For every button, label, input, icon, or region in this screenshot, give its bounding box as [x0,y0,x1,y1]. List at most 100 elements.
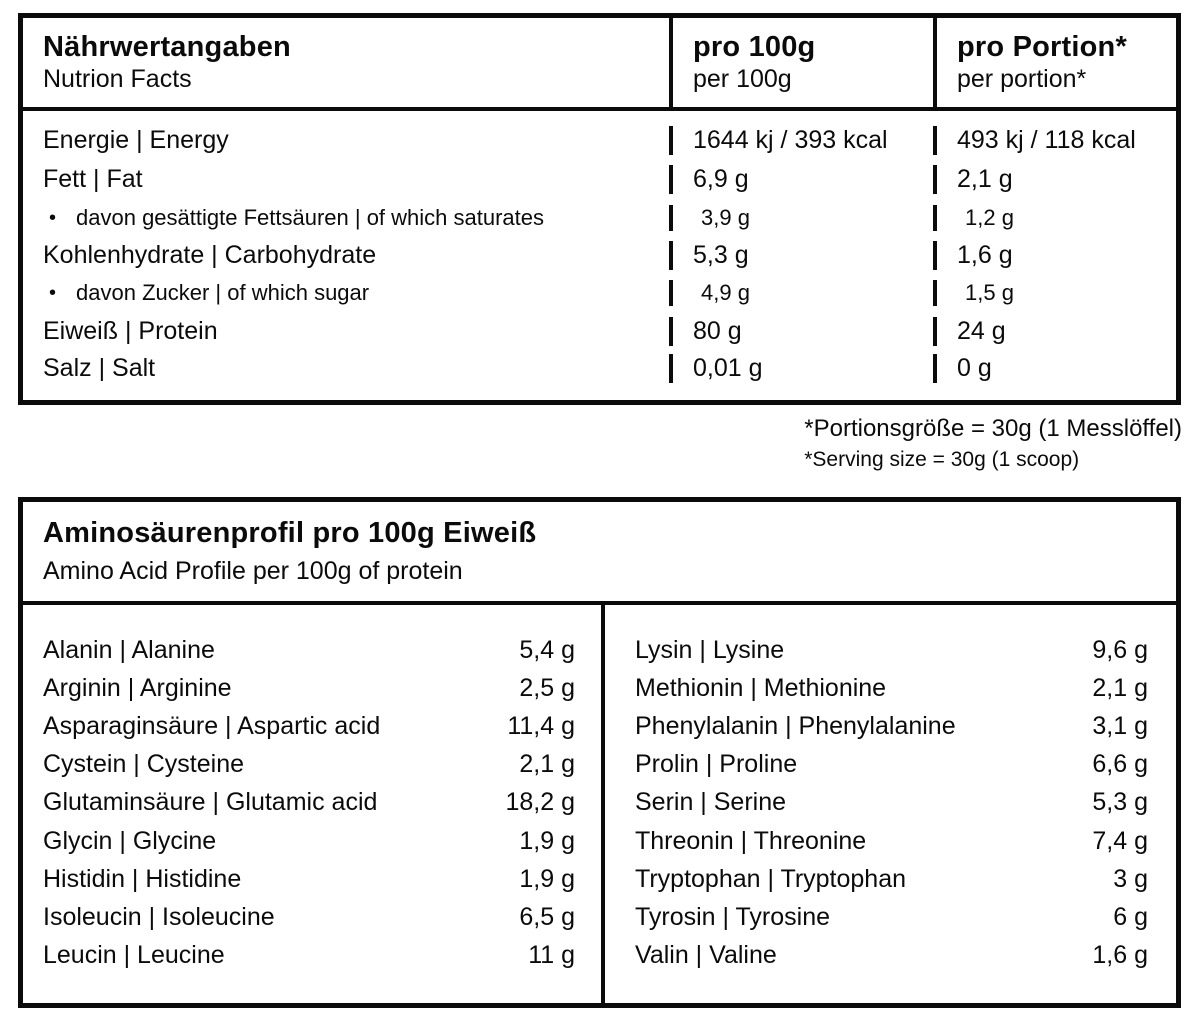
footnote-line-en: *Serving size = 30g (1 scoop) [804,448,1080,472]
nutrition-table-body: Energie | Energy 1644 kj / 393 kcal 493 … [23,111,1176,400]
amino-value: 18,2 g [505,788,575,817]
per-100g-value: 80 g [673,316,937,346]
bullet-icon: • [49,206,57,229]
list-item: Tryptophan | Tryptophan 3 g [635,860,1148,898]
amino-name: Arginin | Arginine [43,673,232,702]
per-portion-value: 1,5 g [965,280,1014,306]
amino-acid-table: Aminosäurenprofil pro 100g Eiweiß Amino … [18,497,1181,1008]
nutrition-table-header: Nährwertangaben Nutrion Facts pro 100g p… [23,18,1176,111]
amino-name: Tryptophan | Tryptophan [635,864,907,893]
nutrition-facts-table: Nährwertangaben Nutrion Facts pro 100g p… [18,13,1181,405]
amino-name: Phenylalanin | Phenylalanine [635,711,956,740]
list-item: Prolin | Proline 6,6 g [635,746,1148,784]
amino-name: Tyrosin | Tyrosine [635,902,830,931]
list-item: Tyrosin | Tyrosine 6 g [635,898,1148,936]
amino-right-column: Lysin | Lysine 9,6 g Methionin | Methion… [605,605,1176,1003]
table-row: Salz | Salt 0,01 g 0 g [23,350,1176,388]
amino-value: 2,1 g [519,750,575,779]
amino-value: 6 g [1113,902,1148,931]
amino-name: Threonin | Threonine [635,826,867,855]
list-item: Histidin | Histidine 1,9 g [43,860,575,898]
per-100g-value: 3,9 g [673,204,937,231]
amino-name: Lysin | Lysine [635,635,785,664]
amino-name: Isoleucin | Isoleucine [43,902,275,931]
per-portion-header-en: per portion* [957,65,1087,94]
per-100g-value: 4,9 g [673,280,937,307]
table-row: Fett | Fat 6,9 g 2,1 g [23,161,1176,199]
amino-name: Alanin | Alanine [43,635,215,664]
amino-table-body: Alanin | Alanine 5,4 g Arginin | Arginin… [23,605,1176,1003]
per-portion-value: 1,6 g [957,240,1013,269]
amino-value: 1,9 g [519,864,575,893]
nutrient-label: davon gesättigte Fettsäuren | of which s… [76,204,544,230]
amino-value: 7,4 g [1092,826,1148,855]
per-portion-value: 1,2 g [965,204,1014,230]
nutrition-subtitle: Nutrion Facts [43,65,192,94]
table-row: • davon gesättigte Fettsäuren | of which… [23,199,1176,237]
per-portion-value: 24 g [957,316,1006,345]
table-row: Eiweiß | Protein 80 g 24 g [23,312,1176,350]
per-100g-value: 5,3 g [673,240,937,270]
list-item: Alanin | Alanine 5,4 g [43,631,575,669]
list-item: Isoleucin | Isoleucine 6,5 g [43,898,575,936]
list-item: Threonin | Threonine 7,4 g [635,822,1148,860]
amino-name: Serin | Serine [635,788,787,817]
list-item: Glycin | Glycine 1,9 g [43,822,575,860]
per-100g-value: 1644 kj / 393 kcal [673,125,937,155]
per-portion-header-de: pro Portion* [957,30,1127,63]
amino-value: 5,4 g [519,635,575,664]
table-row: Energie | Energy 1644 kj / 393 kcal 493 … [23,119,1176,161]
nutrient-label: Eiweiß | Protein [43,316,218,345]
nutrient-label: Kohlenhydrate | Carbohydrate [43,240,377,269]
amino-value: 1,6 g [1092,941,1148,970]
list-item: Glutaminsäure | Glutamic acid 18,2 g [43,784,575,822]
amino-value: 5,3 g [1092,788,1148,817]
amino-name: Methionin | Methionine [635,673,887,702]
amino-value: 1,9 g [519,826,575,855]
amino-name: Asparaginsäure | Aspartic acid [43,711,381,740]
list-item: Cystein | Cysteine 2,1 g [43,746,575,784]
amino-value: 11 g [528,941,575,970]
amino-value: 6,5 g [519,902,575,931]
per-100g-value: 0,01 g [673,354,937,384]
amino-name: Cystein | Cysteine [43,750,245,779]
nutrition-title: Nährwertangaben [43,30,291,63]
amino-value: 3 g [1113,864,1148,893]
nutrient-label: davon Zucker | of which sugar [76,280,370,306]
list-item: Valin | Valine 1,6 g [635,937,1148,975]
amino-name: Valin | Valine [635,941,777,970]
list-item: Asparaginsäure | Aspartic acid 11,4 g [43,707,575,745]
bullet-icon: • [49,282,57,305]
list-item: Methionin | Methionine 2,1 g [635,669,1148,707]
nutrient-label: Energie | Energy [43,125,229,154]
amino-name: Glycin | Glycine [43,826,217,855]
amino-name: Prolin | Proline [635,750,798,779]
nutrient-label: Fett | Fat [43,165,143,194]
per-100g-value: 6,9 g [673,165,937,195]
list-item: Arginin | Arginine 2,5 g [43,669,575,707]
list-item: Serin | Serine 5,3 g [635,784,1148,822]
amino-value: 11,4 g [507,711,575,740]
list-item: Phenylalanin | Phenylalanine 3,1 g [635,707,1148,745]
amino-value: 2,5 g [519,673,575,702]
per-100g-header-de: pro 100g [693,30,816,63]
per-portion-value: 493 kj / 118 kcal [957,125,1136,154]
amino-value: 2,1 g [1092,673,1148,702]
per-portion-value: 0 g [957,354,992,383]
amino-left-column: Alanin | Alanine 5,4 g Arginin | Arginin… [23,605,605,1003]
amino-value: 3,1 g [1092,711,1148,740]
amino-name: Leucin | Leucine [43,941,225,970]
per-100g-header-en: per 100g [693,65,792,94]
amino-value: 9,6 g [1092,635,1148,664]
per-100g-header-cell: pro 100g per 100g [673,18,937,107]
list-item: Leucin | Leucine 11 g [43,937,575,975]
table-row: Kohlenhydrate | Carbohydrate 5,3 g 1,6 g [23,237,1176,275]
per-portion-value: 2,1 g [957,165,1013,194]
footnote-line-de: *Portionsgröße = 30g (1 Messlöffel) [804,415,1182,442]
amino-name: Histidin | Histidine [43,864,242,893]
amino-value: 6,6 g [1092,750,1148,779]
table-row: • davon Zucker | of which sugar 4,9 g 1,… [23,274,1176,312]
amino-name: Glutaminsäure | Glutamic acid [43,788,378,817]
nutrient-label: Salz | Salt [43,354,156,383]
amino-table-title: Aminosäurenprofil pro 100g Eiweiß [43,516,537,549]
